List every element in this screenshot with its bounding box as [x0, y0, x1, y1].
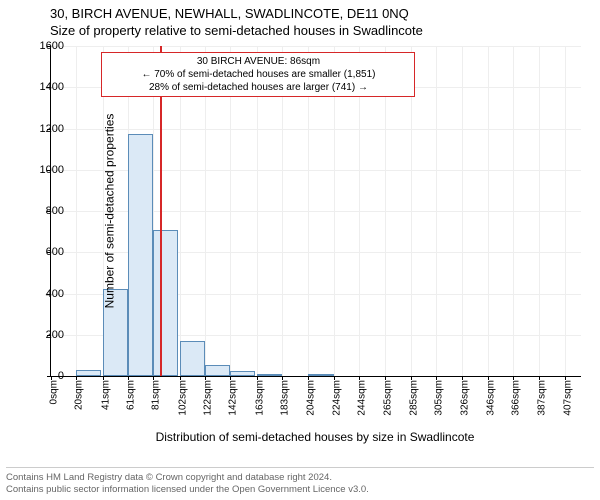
- page-subtitle: Size of property relative to semi-detach…: [50, 21, 600, 38]
- xtick-label: 204sqm: [306, 380, 317, 416]
- footer-line-2: Contains public sector information licen…: [6, 484, 594, 496]
- xtick-label: 326sqm: [460, 380, 471, 416]
- xtick-label: 20sqm: [74, 380, 85, 410]
- xtick-label: 183sqm: [279, 380, 290, 416]
- xtick-label: 366sqm: [510, 380, 521, 416]
- xtick-label: 285sqm: [408, 380, 419, 416]
- histogram-bar: [128, 134, 153, 376]
- xtick-label: 122sqm: [202, 380, 213, 416]
- xtick-label: 387sqm: [537, 380, 548, 416]
- xtick-label: 142sqm: [228, 380, 239, 416]
- annotation-line-3: 28% of semi-detached houses are larger (…: [108, 81, 408, 94]
- xtick-label: 265sqm: [383, 380, 394, 416]
- ytick-label: 1400: [34, 81, 64, 93]
- plot-area: 30 BIRCH AVENUE: 86sqm← 70% of semi-deta…: [50, 46, 581, 377]
- ytick-label: 0: [34, 370, 64, 382]
- xtick-label: 224sqm: [331, 380, 342, 416]
- annotation-line-1: 30 BIRCH AVENUE: 86sqm: [108, 55, 408, 68]
- histogram-bar: [257, 374, 282, 376]
- x-axis-label: Distribution of semi-detached houses by …: [50, 430, 580, 444]
- xtick-label: 0sqm: [49, 380, 60, 404]
- xtick-label: 244sqm: [356, 380, 367, 416]
- gridline-vertical: [436, 46, 437, 376]
- page-title: 30, BIRCH AVENUE, NEWHALL, SWADLINCOTE, …: [50, 0, 600, 21]
- gridline-vertical: [462, 46, 463, 376]
- histogram-chart: 30 BIRCH AVENUE: 86sqm← 70% of semi-deta…: [50, 46, 580, 376]
- histogram-bar: [230, 371, 255, 376]
- histogram-bar: [153, 230, 178, 376]
- ytick-label: 400: [34, 288, 64, 300]
- gridline-vertical: [513, 46, 514, 376]
- gridline-vertical: [76, 46, 77, 376]
- gridline-vertical: [539, 46, 540, 376]
- ytick-label: 1600: [34, 40, 64, 52]
- y-axis-label: Number of semi-detached properties: [102, 114, 116, 309]
- gridline-vertical: [565, 46, 566, 376]
- footer-attribution: Contains HM Land Registry data © Crown c…: [6, 467, 594, 496]
- xtick-label: 407sqm: [562, 380, 573, 416]
- xtick-label: 163sqm: [254, 380, 265, 416]
- ytick-label: 800: [34, 205, 64, 217]
- xtick-label: 61sqm: [125, 380, 136, 410]
- xtick-label: 346sqm: [485, 380, 496, 416]
- gridline-vertical: [488, 46, 489, 376]
- annotation-box: 30 BIRCH AVENUE: 86sqm← 70% of semi-deta…: [101, 52, 415, 97]
- histogram-bar: [180, 341, 205, 376]
- xtick-label: 81sqm: [151, 380, 162, 410]
- histogram-bar: [205, 365, 230, 376]
- gridline-horizontal: [51, 46, 581, 47]
- histogram-bar: [308, 374, 333, 376]
- histogram-bar: [76, 370, 101, 376]
- annotation-line-2: ← 70% of semi-detached houses are smalle…: [108, 68, 408, 81]
- xtick-label: 41sqm: [100, 380, 111, 410]
- ytick-label: 1200: [34, 123, 64, 135]
- ytick-label: 200: [34, 329, 64, 341]
- ytick-label: 1000: [34, 164, 64, 176]
- xtick-label: 102sqm: [177, 380, 188, 416]
- footer-line-1: Contains HM Land Registry data © Crown c…: [6, 472, 594, 484]
- gridline-horizontal: [51, 129, 581, 130]
- ytick-label: 600: [34, 246, 64, 258]
- xtick-label: 305sqm: [433, 380, 444, 416]
